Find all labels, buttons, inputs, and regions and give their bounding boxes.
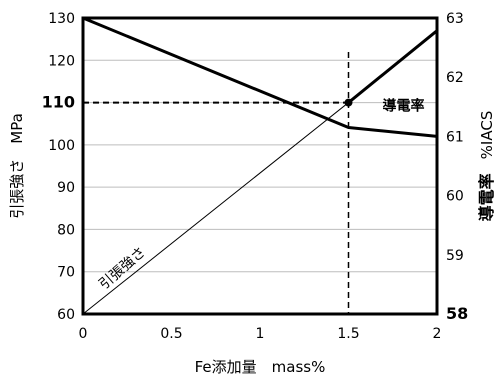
series-line-2 [347,29,439,105]
reference-lines: 引張強さ 導電率 [83,52,425,314]
y-left-tick-label: 110 [42,93,75,112]
y-right-axis-title: 導電率 %IACS [477,111,496,222]
x-tick-label: 0.5 [160,326,182,342]
y-left-tick-label: 130 [48,11,75,27]
series-label-conductivity: 導電率 [383,98,425,115]
y-right-tick-label: 59 [446,248,464,264]
y-left-tick-label: 70 [57,265,75,281]
axis-titles: Fe添加量 mass% 引張強さ MPa 導電率 %IACS [8,111,496,376]
x-tick-label: 1.5 [337,326,359,342]
y-left-tick-label: 90 [57,180,75,196]
x-tick-label: 0 [79,326,88,342]
series-label-tensile: 引張強さ [96,244,149,293]
y-right-axis-title-suffix: %IACS [478,111,496,160]
y-left-tick-label: 60 [57,307,75,323]
y-left-tick-label: 100 [48,138,75,154]
x-tick-label: 1 [256,326,265,342]
y-right-tick-label: 60 [446,189,464,205]
series-line-0 [82,102,349,315]
y-left-tick-label: 120 [48,53,75,69]
y-right-axis-title-prefix: 導電率 [477,173,496,221]
series-layer [81,16,439,315]
y-right-tick-label: 63 [446,11,464,27]
gridlines [83,17,437,315]
tick-labels: 0 0.5 1 1.5 2 60 70 80 90 100 110 120 130 58 59 60 61 62 6… [42,11,469,342]
y-left-axis-title: 引張強さ MPa [8,113,26,219]
series-line-1 [81,16,439,138]
y-right-tick-label: 58 [446,304,468,323]
x-axis-title: Fe添加量 mass% [195,358,326,376]
intersection-point [344,98,353,107]
plot-frame [81,16,439,316]
y-right-tick-label: 61 [446,129,464,145]
y-right-tick-label: 62 [446,70,464,86]
y-left-tick-label: 80 [57,222,75,238]
x-tick-label: 2 [433,326,442,342]
